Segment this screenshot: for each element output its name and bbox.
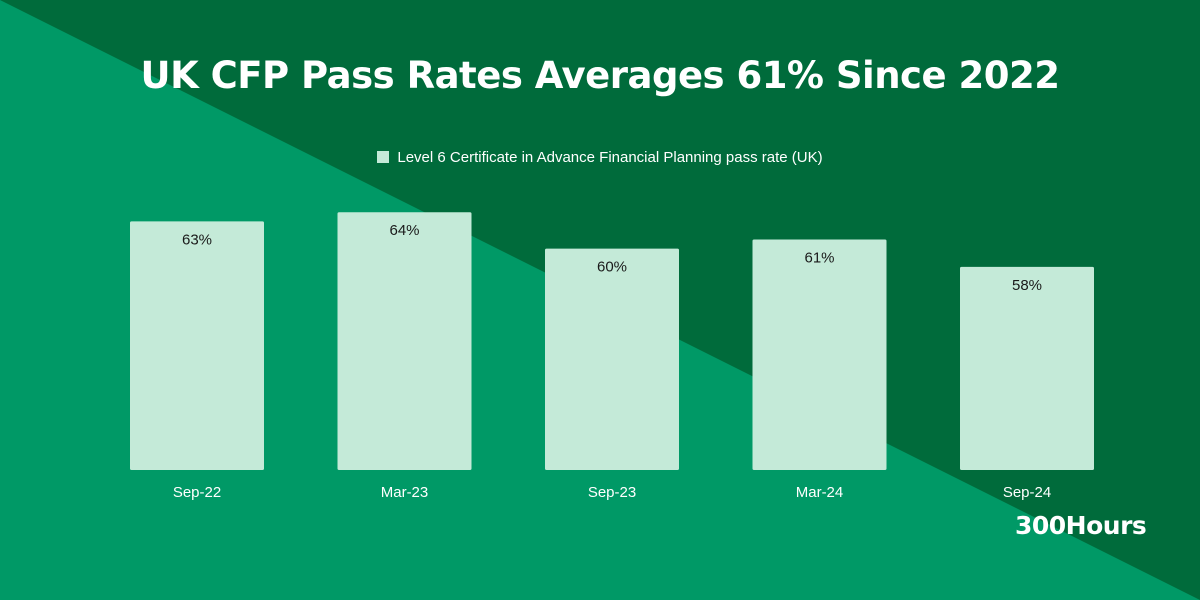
x-tick-label: Sep-24 (1003, 484, 1051, 501)
data-label: 60% (597, 259, 627, 276)
x-tick-label: Sep-23 (588, 484, 636, 501)
data-label: 61% (804, 250, 834, 267)
legend-label: Level 6 Certificate in Advance Financial… (397, 149, 823, 166)
bar-Sep-22 (130, 221, 264, 470)
data-label: 63% (182, 231, 212, 248)
bar-Sep-23 (545, 248, 679, 470)
bar-Mar-24 (752, 239, 887, 470)
x-tick-label: Sep-22 (173, 484, 221, 501)
brand-logo: 300Hours (1015, 511, 1147, 540)
data-label: 64% (389, 222, 419, 239)
bar-Sep-24 (960, 266, 1094, 470)
data-label: 58% (1012, 277, 1042, 294)
x-tick-label: Mar-24 (796, 484, 844, 501)
legend-swatch (377, 151, 390, 163)
bar-Mar-23 (337, 212, 472, 470)
legend: Level 6 Certificate in Advance Financial… (0, 149, 1200, 166)
chart-title: UK CFP Pass Rates Averages 61% Since 202… (140, 54, 1060, 97)
x-tick-label: Mar-23 (381, 484, 429, 501)
